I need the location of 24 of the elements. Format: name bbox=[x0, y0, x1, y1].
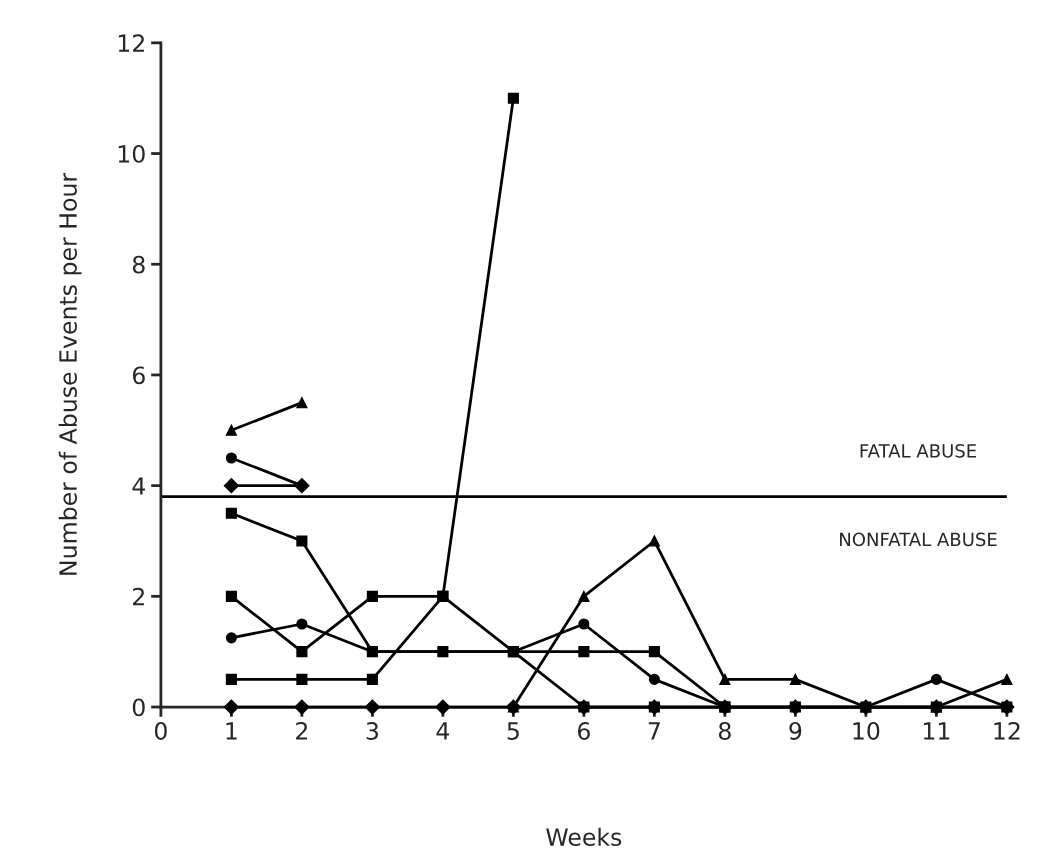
y-tick-label: 10 bbox=[118, 144, 145, 163]
y-tick-label: 6 bbox=[132, 366, 145, 385]
x-tick-label: 1 bbox=[226, 722, 237, 740]
annotation: NONFATAL ABUSE bbox=[840, 532, 997, 547]
y-axis-title: Number of Abuse Events per Hour bbox=[58, 172, 82, 575]
y-tick-label: 8 bbox=[132, 255, 145, 274]
x-tick-label: 9 bbox=[789, 722, 802, 740]
x-tick-label: 6 bbox=[578, 722, 590, 740]
y-tick-label: 0 bbox=[132, 698, 145, 717]
y-tick-label: 4 bbox=[132, 477, 145, 495]
x-tick-label: 5 bbox=[507, 722, 519, 740]
x-tick-label: 10 bbox=[853, 722, 880, 740]
x-tick-label: 8 bbox=[718, 722, 731, 740]
x-axis-title: Weeks bbox=[546, 827, 622, 847]
x-tick-label: 7 bbox=[648, 722, 660, 740]
x-tick-label: 3 bbox=[366, 722, 378, 740]
x-tick-label: 2 bbox=[296, 722, 308, 740]
y-tick-label: 12 bbox=[118, 34, 144, 52]
x-tick-label: 4 bbox=[436, 722, 450, 740]
x-tick-label: 0 bbox=[154, 722, 167, 740]
y-tick-label: 2 bbox=[133, 587, 144, 606]
x-tick-label: 11 bbox=[923, 722, 950, 740]
annotation: FATAL ABUSE bbox=[860, 444, 977, 458]
x-tick-label: 12 bbox=[994, 722, 1020, 740]
